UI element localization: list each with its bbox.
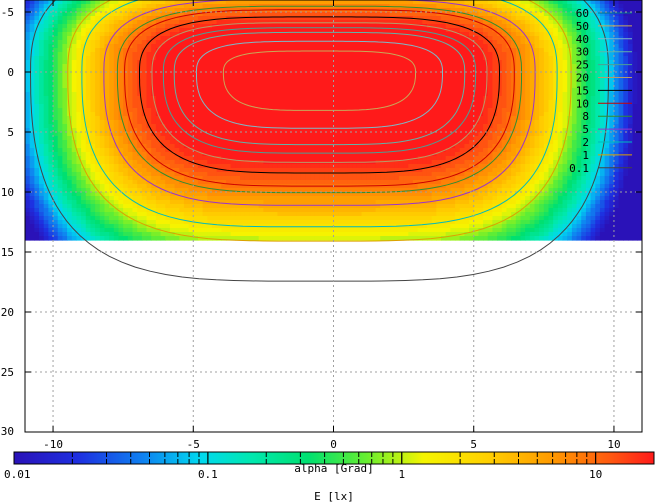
contour-30 (173, 31, 466, 146)
legend-label-40: 40 (576, 33, 589, 46)
y-tick-label--5: -5 (1, 6, 14, 19)
x-tick-label--10: -10 (43, 438, 63, 451)
colorbar-tick-label-1: 1 (398, 468, 405, 481)
contour-10 (124, 9, 515, 187)
colorbar-tick-label-0.1: 0.1 (198, 468, 218, 481)
y-tick-label-15: 15 (1, 246, 14, 259)
grid-lines (25, 0, 642, 432)
y-tick-label-30: 30 (1, 425, 14, 438)
y-tick-label-5: 5 (7, 126, 14, 139)
x-axis: -10 -5 0 5 10 (43, 0, 621, 451)
contour-1 (67, 0, 572, 242)
legend-label-20: 20 (576, 72, 589, 85)
legend-label-1: 1 (582, 149, 589, 162)
colorbar-tick-label-0.01: 0.01 (4, 468, 31, 481)
colorbar: 0.01 0.1 1 10 E [lx] (4, 451, 655, 502)
legend-label-25: 25 (576, 59, 589, 72)
legend-label-30: 30 (576, 46, 589, 59)
x-axis-label: alpha [Grad] (294, 462, 373, 475)
y-tick-label-20: 20 (1, 306, 14, 319)
contour-15 (139, 16, 500, 174)
x-tick-label-10: 10 (607, 438, 620, 451)
legend-label-5: 5 (582, 123, 589, 136)
colorbar-tick-label-10: 10 (589, 468, 602, 481)
x-tick-label-5: 5 (470, 438, 477, 451)
legend-label-60: 60 (576, 7, 589, 20)
x-tick-label-0: 0 (330, 438, 337, 451)
contour-50 (222, 50, 416, 111)
colorbar-label: E [lx] (314, 490, 354, 502)
legend-label-50: 50 (576, 20, 589, 33)
legend-label-8: 8 (582, 110, 589, 123)
legend-label-10: 10 (576, 97, 589, 110)
y-tick-label-25: 25 (1, 366, 14, 379)
x-tick-label--5: -5 (187, 438, 200, 451)
y-tick-label-10: 10 (1, 186, 14, 199)
legend-label-0.1: 0.1 (569, 162, 589, 175)
contour-25 (162, 27, 477, 154)
contour-8 (116, 5, 523, 194)
legend-label-15: 15 (576, 84, 589, 97)
legend-label-2: 2 (582, 136, 589, 149)
y-tick-label-0: 0 (7, 66, 14, 79)
